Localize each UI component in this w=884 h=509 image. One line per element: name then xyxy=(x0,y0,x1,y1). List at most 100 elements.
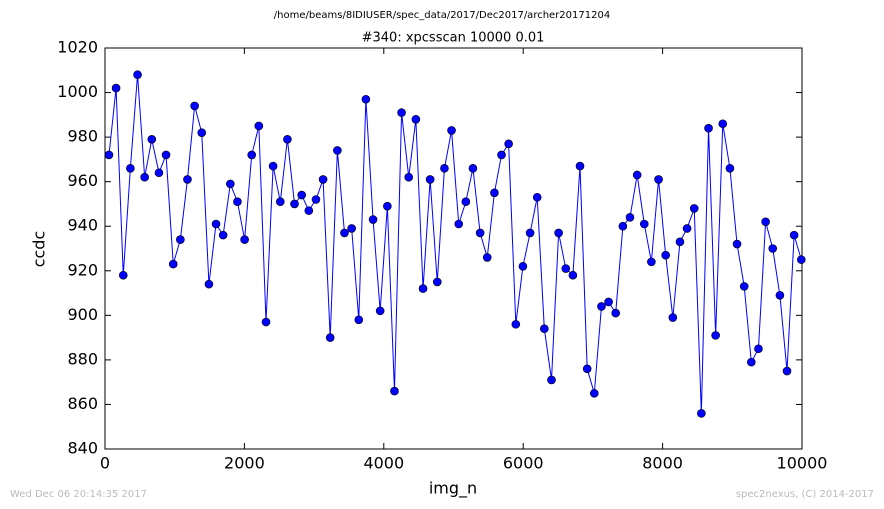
y-tick-label: 1020 xyxy=(57,38,98,57)
data-point xyxy=(118,270,128,280)
x-tick-label: 8000 xyxy=(642,454,683,473)
data-point xyxy=(425,175,435,184)
data-point xyxy=(447,126,456,135)
data-point xyxy=(168,259,178,269)
data-point xyxy=(418,284,428,293)
data-point xyxy=(411,114,421,124)
data-point xyxy=(197,128,207,137)
data-point xyxy=(333,146,342,155)
x-tick-label: 0 xyxy=(100,454,110,473)
x-tick-label: 4000 xyxy=(363,454,404,473)
y-axis-label: ccdc xyxy=(30,231,49,268)
data-point xyxy=(275,197,285,207)
data-point xyxy=(361,94,371,104)
data-point xyxy=(775,290,785,300)
data-point xyxy=(518,262,528,271)
data-point xyxy=(247,150,257,160)
footer-right: spec2nexus, (C) 2014-2017 xyxy=(736,489,874,500)
data-point xyxy=(368,215,378,224)
data-point xyxy=(554,228,563,238)
data-point xyxy=(675,237,685,247)
data-point xyxy=(639,219,649,229)
data-point xyxy=(689,204,699,213)
data-point xyxy=(482,253,492,262)
data-point xyxy=(654,175,663,184)
data-point xyxy=(532,192,542,202)
data-point xyxy=(147,135,157,144)
data-point xyxy=(218,230,228,240)
footer-left: Wed Dec 06 20:14:35 2017 xyxy=(10,489,147,500)
data-point xyxy=(318,175,328,184)
data-point xyxy=(297,190,306,200)
data-point xyxy=(789,230,799,240)
data-point xyxy=(668,313,678,322)
data-point xyxy=(782,366,792,376)
data-point xyxy=(611,308,620,318)
y-tick-label: 920 xyxy=(67,260,98,279)
data-point xyxy=(268,161,278,171)
data-point xyxy=(547,375,556,385)
data-point xyxy=(768,244,778,253)
data-point xyxy=(504,139,513,149)
data-point xyxy=(718,119,728,129)
y-tick-label: 880 xyxy=(67,349,98,368)
data-point xyxy=(711,331,720,340)
data-point xyxy=(432,277,442,287)
data-point xyxy=(647,257,656,267)
data-point xyxy=(632,170,642,180)
data-point xyxy=(325,333,335,342)
x-tick-label: 10000 xyxy=(777,454,828,473)
data-point xyxy=(625,213,635,222)
data-point xyxy=(126,164,135,173)
data-point xyxy=(261,317,271,327)
data-point xyxy=(176,235,185,244)
data-point xyxy=(454,219,464,229)
y-tick-label: 840 xyxy=(67,439,98,458)
data-point xyxy=(589,389,599,398)
data-point xyxy=(354,315,364,325)
data-point xyxy=(497,150,506,160)
data-point xyxy=(254,121,264,131)
data-point xyxy=(226,179,235,189)
data-point xyxy=(104,150,114,160)
data-point xyxy=(383,201,392,211)
y-tick-label: 940 xyxy=(67,216,98,235)
data-point xyxy=(582,364,592,374)
data-point xyxy=(697,409,706,418)
data-point xyxy=(618,221,628,231)
data-point xyxy=(732,239,742,249)
data-point xyxy=(190,101,199,111)
data-point xyxy=(390,386,399,396)
data-point xyxy=(475,228,485,238)
data-point xyxy=(604,297,613,307)
data-point xyxy=(375,306,385,316)
data-point xyxy=(240,235,249,244)
y-tick-label: 960 xyxy=(67,171,98,190)
y-tick-label: 1000 xyxy=(57,82,98,101)
data-point xyxy=(283,135,292,144)
data-point xyxy=(739,282,749,291)
x-tick-label: 6000 xyxy=(503,454,544,473)
x-tick-label: 2000 xyxy=(224,454,265,473)
data-point xyxy=(290,199,299,209)
suptitle: /home/beams/8IDIUSER/spec_data/2017/Dec2… xyxy=(274,10,610,21)
data-point xyxy=(183,175,192,184)
data-point xyxy=(397,108,406,117)
data-point xyxy=(340,228,349,238)
data-point xyxy=(682,224,692,233)
data-point xyxy=(311,195,321,204)
data-point xyxy=(133,70,142,80)
data-point xyxy=(747,357,756,367)
data-point xyxy=(704,123,713,133)
x-axis-label: img_n xyxy=(429,479,477,499)
y-tick-label: 900 xyxy=(67,305,98,324)
data-point xyxy=(540,324,549,334)
data-point xyxy=(140,172,149,182)
data-point xyxy=(661,250,670,260)
data-point xyxy=(597,302,606,311)
data-point xyxy=(761,217,770,227)
data-point xyxy=(304,206,314,215)
chart-title: #340: xpcsscan 10000 0.01 xyxy=(362,31,545,46)
y-tick-label: 980 xyxy=(67,127,98,146)
